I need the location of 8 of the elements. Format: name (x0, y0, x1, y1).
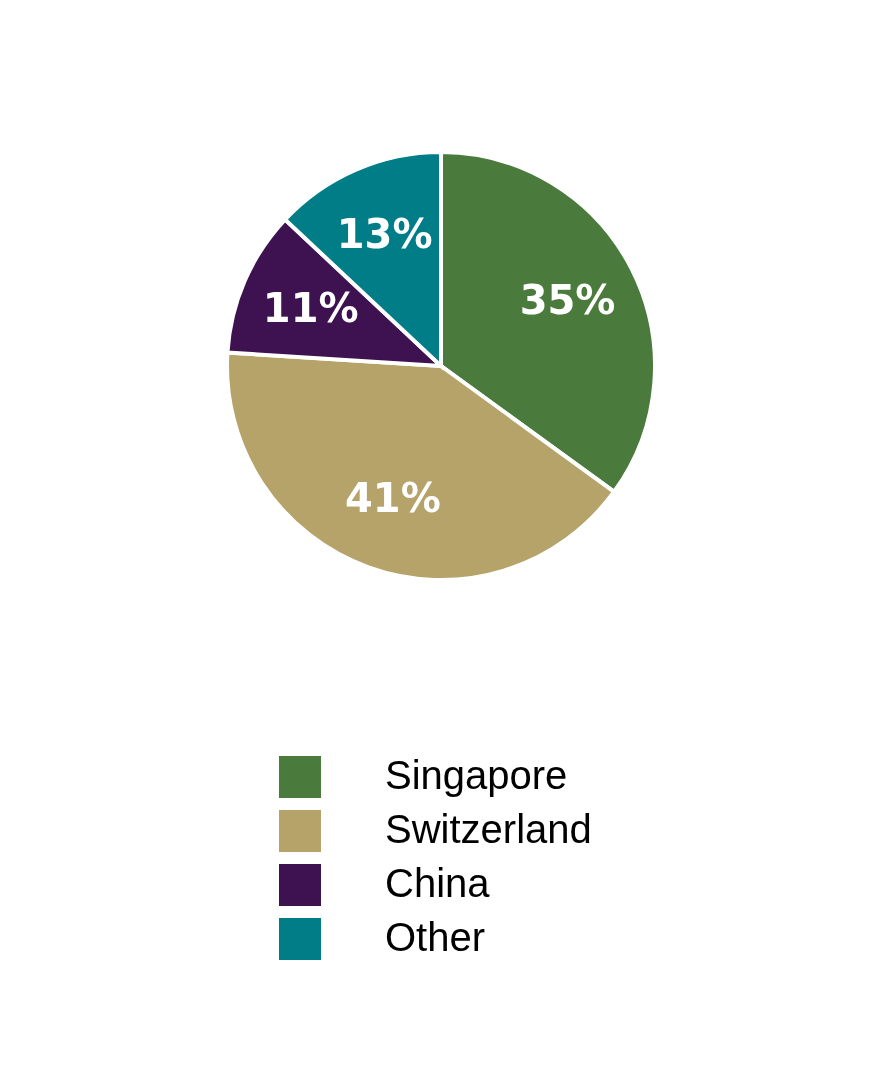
legend-label: Singapore (385, 753, 568, 797)
legend-label: China (385, 861, 491, 905)
data-label: 13% (336, 210, 433, 257)
legend-label: Other (385, 915, 486, 959)
data-label: 35% (519, 276, 616, 323)
data-label: 41% (345, 474, 441, 521)
data-label: 11% (262, 284, 359, 331)
legend-label: Switzerland (385, 807, 592, 851)
